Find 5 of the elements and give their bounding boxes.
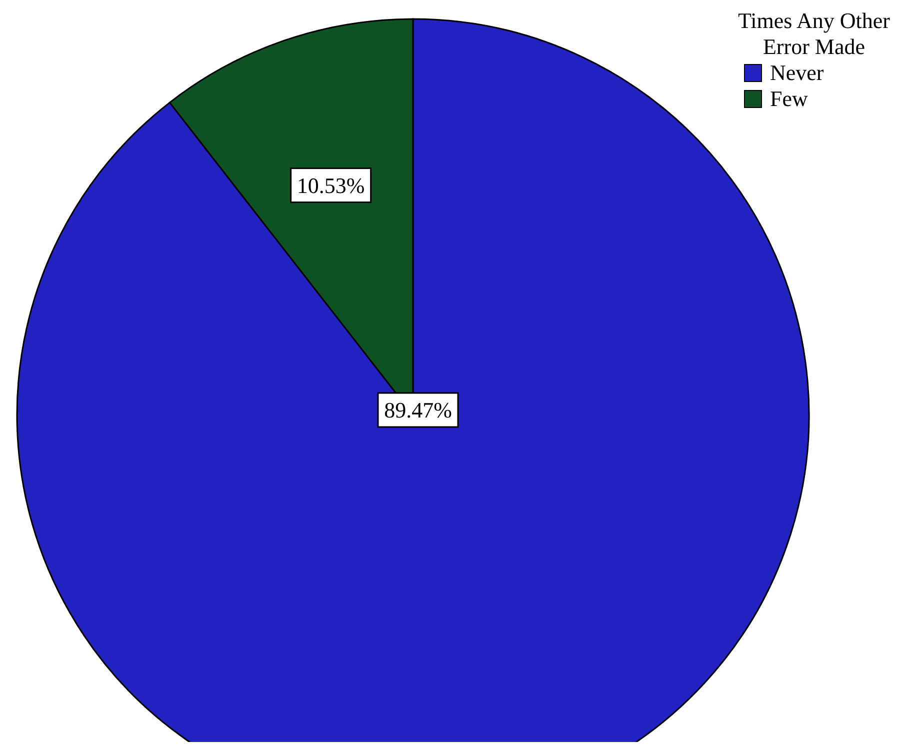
data-label: 10.53% — [296, 172, 365, 198]
legend-title: Times Any Other Error Made — [737, 8, 891, 60]
legend-label: Few — [770, 86, 808, 112]
legend-label: Never — [770, 60, 824, 86]
data-label: 89.47% — [384, 398, 452, 422]
